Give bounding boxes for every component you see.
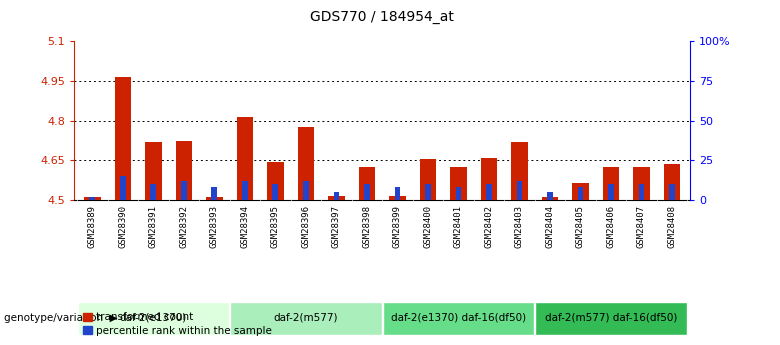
Bar — [511, 142, 528, 200]
Text: daf-2(m577): daf-2(m577) — [274, 313, 339, 323]
Text: GSM28389: GSM28389 — [88, 205, 97, 248]
Text: GSM28405: GSM28405 — [576, 205, 585, 248]
Bar — [242, 181, 248, 200]
Bar — [516, 181, 523, 200]
Bar — [236, 117, 254, 200]
Bar — [633, 167, 650, 200]
Bar — [115, 77, 131, 200]
Bar — [541, 197, 558, 200]
Text: daf-2(e1370) daf-16(df50): daf-2(e1370) daf-16(df50) — [391, 313, 526, 323]
Text: GDS770 / 184954_at: GDS770 / 184954_at — [310, 10, 454, 24]
Bar — [456, 187, 462, 200]
Bar — [211, 187, 218, 200]
Bar — [364, 184, 370, 200]
Bar — [297, 127, 314, 200]
Bar — [84, 197, 101, 200]
Bar — [90, 197, 95, 200]
Bar — [603, 167, 619, 200]
Text: GSM28404: GSM28404 — [545, 205, 555, 248]
Bar — [547, 192, 553, 200]
Bar — [267, 162, 284, 200]
FancyBboxPatch shape — [383, 302, 534, 335]
Text: GSM28402: GSM28402 — [484, 205, 494, 248]
Bar — [669, 184, 675, 200]
Bar — [328, 196, 345, 200]
Bar — [145, 142, 161, 200]
Bar — [395, 187, 400, 200]
Text: GSM28400: GSM28400 — [424, 205, 432, 248]
Text: GSM28403: GSM28403 — [515, 205, 524, 248]
Text: GSM28393: GSM28393 — [210, 205, 219, 248]
Bar — [664, 165, 680, 200]
Text: GSM28397: GSM28397 — [332, 205, 341, 248]
Text: GSM28391: GSM28391 — [149, 205, 158, 248]
Bar — [359, 167, 375, 200]
Bar — [420, 159, 436, 200]
Bar — [272, 184, 278, 200]
Bar — [572, 183, 589, 200]
Bar — [486, 184, 492, 200]
Text: GSM28401: GSM28401 — [454, 205, 463, 248]
Text: GSM28394: GSM28394 — [240, 205, 250, 248]
Bar — [334, 192, 339, 200]
Bar — [480, 158, 498, 200]
Bar — [176, 141, 193, 200]
Bar — [151, 184, 156, 200]
Text: genotype/variation  ▶: genotype/variation ▶ — [4, 313, 118, 323]
Text: GSM28407: GSM28407 — [637, 205, 646, 248]
Bar — [450, 167, 467, 200]
Text: daf-2(e1370): daf-2(e1370) — [120, 313, 187, 323]
Text: GSM28398: GSM28398 — [363, 205, 371, 248]
Text: GSM28396: GSM28396 — [301, 205, 310, 248]
Text: GSM28390: GSM28390 — [119, 205, 127, 248]
Text: GSM28395: GSM28395 — [271, 205, 280, 248]
Bar — [639, 184, 644, 200]
Bar — [425, 184, 431, 200]
Text: GSM28399: GSM28399 — [393, 205, 402, 248]
Bar — [608, 184, 614, 200]
Text: GSM28408: GSM28408 — [668, 205, 676, 248]
Bar — [181, 181, 187, 200]
FancyBboxPatch shape — [230, 302, 381, 335]
Bar — [389, 196, 406, 200]
Bar — [303, 181, 309, 200]
Bar — [206, 197, 223, 200]
Bar — [120, 176, 126, 200]
FancyBboxPatch shape — [535, 302, 686, 335]
FancyBboxPatch shape — [78, 302, 229, 335]
Text: daf-2(m577) daf-16(df50): daf-2(m577) daf-16(df50) — [544, 313, 677, 323]
Legend: transformed count, percentile rank within the sample: transformed count, percentile rank withi… — [80, 308, 276, 340]
Bar — [577, 187, 583, 200]
Text: GSM28392: GSM28392 — [179, 205, 189, 248]
Text: GSM28406: GSM28406 — [607, 205, 615, 248]
